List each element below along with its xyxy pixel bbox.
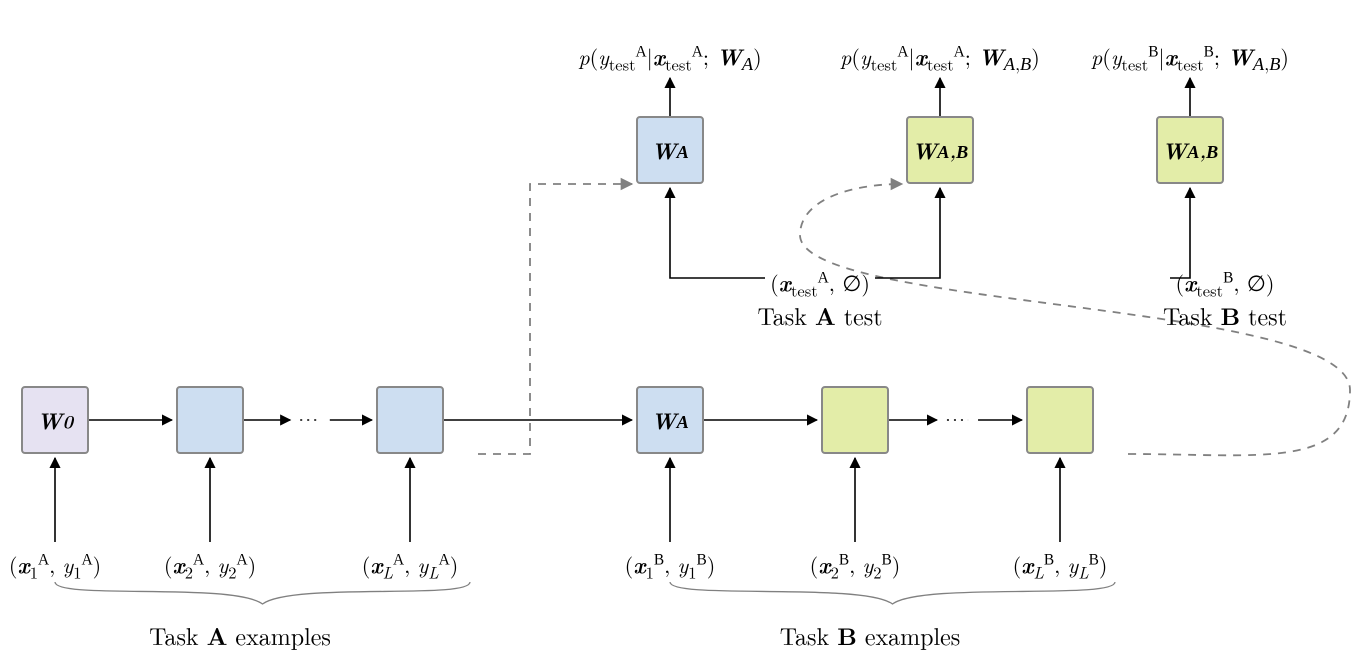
diagram-stage: W0 WA WA WA,B WA,B (x1A, y1A) (x2A, y2A) (xLA, … xyxy=(0,0,1372,661)
test-input-label: (xtestB, ∅) xyxy=(1160,266,1290,301)
input-label: (x1A, y1A) xyxy=(0,548,110,583)
output-label: p(ytestA|xtestA; WA,B) xyxy=(810,40,1070,76)
group-label: Task B examples xyxy=(750,618,990,653)
input-label: (xLB, yLB) xyxy=(1005,548,1115,583)
test-input-label: (xtestA, ∅) xyxy=(755,266,885,301)
input-label: (x2A, y2A) xyxy=(155,548,265,583)
box-wab-2: WA,B xyxy=(1156,116,1224,184)
input-label: (x1B, y1B) xyxy=(615,548,725,583)
box-a1 xyxy=(176,386,244,454)
output-label: p(ytestB|xtestB; WA,B) xyxy=(1060,40,1320,76)
input-label: (x2B, y2B) xyxy=(800,548,910,583)
input-label: (xLA, yLA) xyxy=(355,548,465,583)
box-wa-top: WA xyxy=(636,116,704,184)
test-caption: Task A test xyxy=(740,298,900,333)
box-wab-1: WA,B xyxy=(906,116,974,184)
box-b2 xyxy=(1026,386,1094,454)
box-wa-bottom: WA xyxy=(636,386,704,454)
test-caption: Task B test xyxy=(1145,298,1305,333)
box-w0: W0 xyxy=(21,386,89,454)
box-a2 xyxy=(376,386,444,454)
box-b1 xyxy=(821,386,889,454)
output-label: p(ytestA|xtestA; WA) xyxy=(540,40,800,76)
group-label: Task A examples xyxy=(120,618,360,653)
